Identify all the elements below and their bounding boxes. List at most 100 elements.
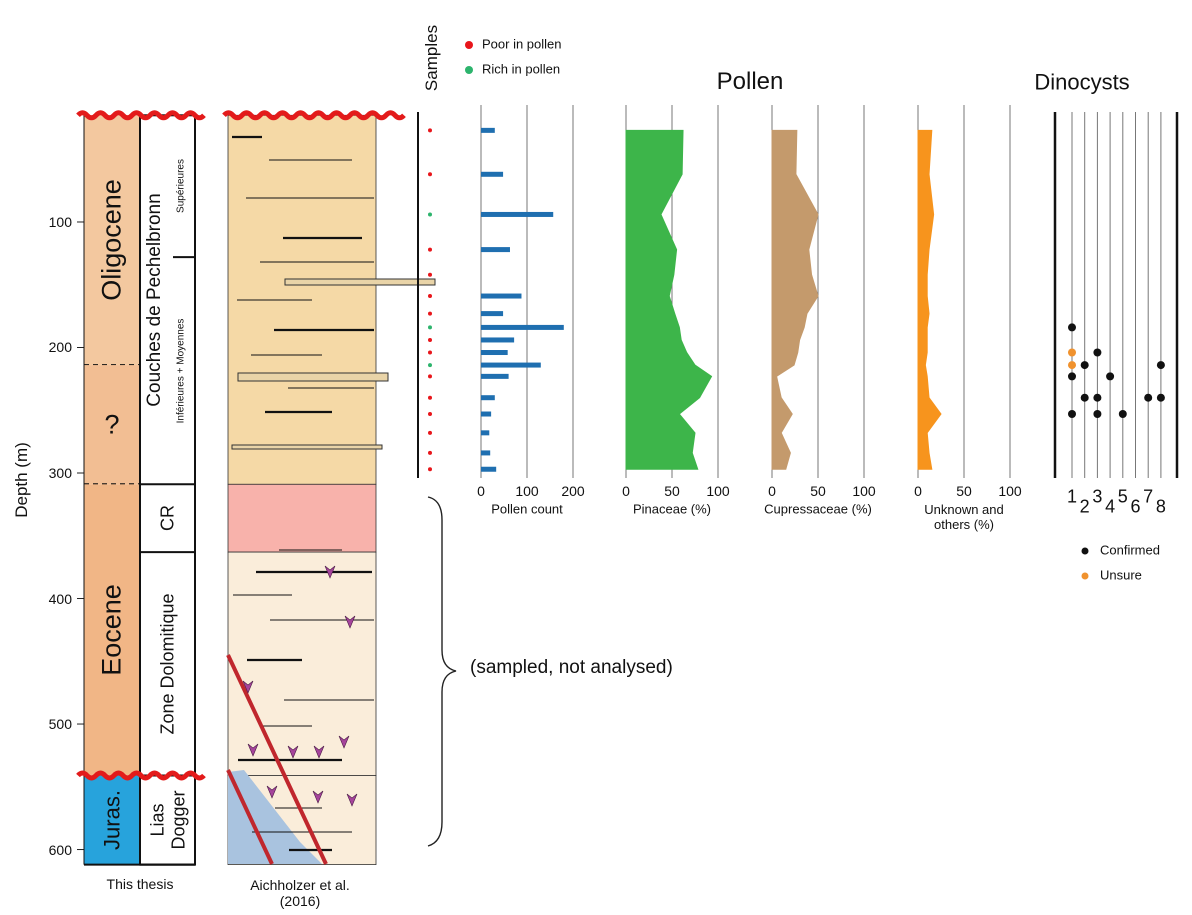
x-tick-label: 0 (477, 482, 485, 499)
taxon-label: 5 (1117, 486, 1128, 507)
dinocyst-point (1118, 410, 1127, 419)
dinocyst-point (1068, 361, 1076, 370)
y-tick-label: 400 (48, 590, 72, 607)
dinocyst-point (1080, 393, 1089, 402)
dinocyst-point (1156, 361, 1165, 370)
unit-label: Eocene (96, 584, 127, 676)
sample-dot (428, 311, 432, 316)
x-tick-label: 50 (664, 482, 680, 499)
sample-dot (428, 128, 432, 133)
dolomite-symbol (287, 745, 299, 759)
unit (84, 775, 140, 865)
dinocyst-point (1156, 393, 1165, 402)
dolomite-symbol (344, 615, 356, 629)
legend-marker (465, 41, 473, 49)
x-tick-label: 200 (561, 482, 585, 499)
unit-label: Juras. (99, 790, 125, 850)
dolomite-symbol (247, 743, 259, 757)
samples-title: Samples (422, 24, 442, 92)
area (917, 129, 942, 470)
legend-marker (1081, 572, 1089, 580)
dolomite-symbol (242, 680, 254, 694)
lithology-sand (237, 372, 389, 382)
dolomite-symbol (346, 793, 358, 807)
taxon-label: 6 (1130, 496, 1141, 517)
unconformity (76, 110, 206, 121)
unconformity (76, 770, 206, 781)
x-tick-label: 0 (914, 482, 922, 499)
taxon-label: 8 (1155, 496, 1166, 517)
unit-label: Oligocene (96, 179, 127, 301)
sample-dot (428, 247, 432, 252)
bar (481, 350, 508, 356)
x-axis-title: Pollen count (491, 501, 563, 517)
dolomite-symbol (313, 745, 325, 759)
y-tick-label: 200 (48, 339, 72, 356)
lithology-shale (228, 770, 322, 864)
annotation: (sampled, not analysed) (470, 657, 673, 679)
legend-label: Unsure (1100, 567, 1142, 583)
legend-label: Poor in pollen (482, 36, 562, 52)
sample-dot (428, 172, 432, 177)
brace (427, 496, 457, 847)
x-tick-label: 50 (810, 482, 826, 499)
bar (481, 293, 522, 299)
formation-label: Couches de Pechelbronn (144, 193, 166, 407)
sample-dot (428, 294, 432, 299)
sample-dot (428, 450, 432, 455)
unit (84, 365, 140, 485)
area (625, 129, 713, 470)
taxon-label: 4 (1105, 496, 1116, 517)
formation-label: Zone Dolomitique (157, 593, 178, 735)
bar (481, 171, 504, 177)
x-tick-label: 100 (515, 482, 539, 499)
lithology (227, 551, 377, 776)
dinocyst-point (1093, 393, 1102, 402)
dinocyst-point (1144, 393, 1153, 402)
y-tick-label: 500 (48, 715, 72, 732)
dinocyst-point (1068, 372, 1076, 381)
taxon-label: 2 (1079, 496, 1090, 517)
bar (481, 450, 491, 456)
area (771, 129, 819, 470)
y-axis-title: Depth (m) (12, 442, 32, 518)
y-tick-label: 600 (48, 841, 72, 858)
bar (481, 324, 564, 330)
unit-label: ? (104, 409, 120, 440)
subunit-label: Supérieures (175, 159, 187, 214)
subunit-label: Inférieures + Moyennes (175, 318, 187, 424)
unit (84, 484, 140, 776)
column-label: Aichholzer et al. (2016) (250, 876, 350, 909)
dolomite-symbol (338, 735, 350, 749)
y-tick-label: 300 (48, 464, 72, 481)
dinocyst-point (1106, 372, 1115, 381)
x-tick-label: 100 (998, 482, 1022, 499)
pollen-title: Pollen (716, 68, 784, 96)
bar (481, 211, 554, 217)
bar (481, 373, 509, 379)
lithology (227, 483, 377, 553)
sample-dot (428, 412, 432, 417)
sample-dot (428, 337, 432, 342)
bar (481, 395, 495, 401)
y-tick-label: 100 (48, 213, 72, 230)
x-axis-title: Pinaceae (%) (632, 501, 712, 517)
x-axis-title: Unknown and others (%) (924, 502, 1004, 532)
bar (481, 466, 497, 472)
taxon-label: 7 (1143, 486, 1154, 507)
dinocyst-point (1080, 361, 1089, 370)
legend-marker (1081, 547, 1089, 555)
sample-dot (428, 395, 432, 400)
unconformity (222, 110, 406, 121)
sample-dot (428, 374, 432, 379)
dinocyst-point (1093, 410, 1102, 419)
column-label: This thesis (106, 875, 174, 892)
dolomite-symbol (266, 785, 278, 799)
legend-label: Confirmed (1100, 542, 1160, 558)
x-tick-label: 0 (622, 482, 630, 499)
formation-label: CR (157, 505, 178, 532)
legend-label: Rich in pollen (482, 61, 561, 77)
dolomite-symbol (324, 565, 336, 579)
x-tick-label: 100 (706, 482, 730, 499)
